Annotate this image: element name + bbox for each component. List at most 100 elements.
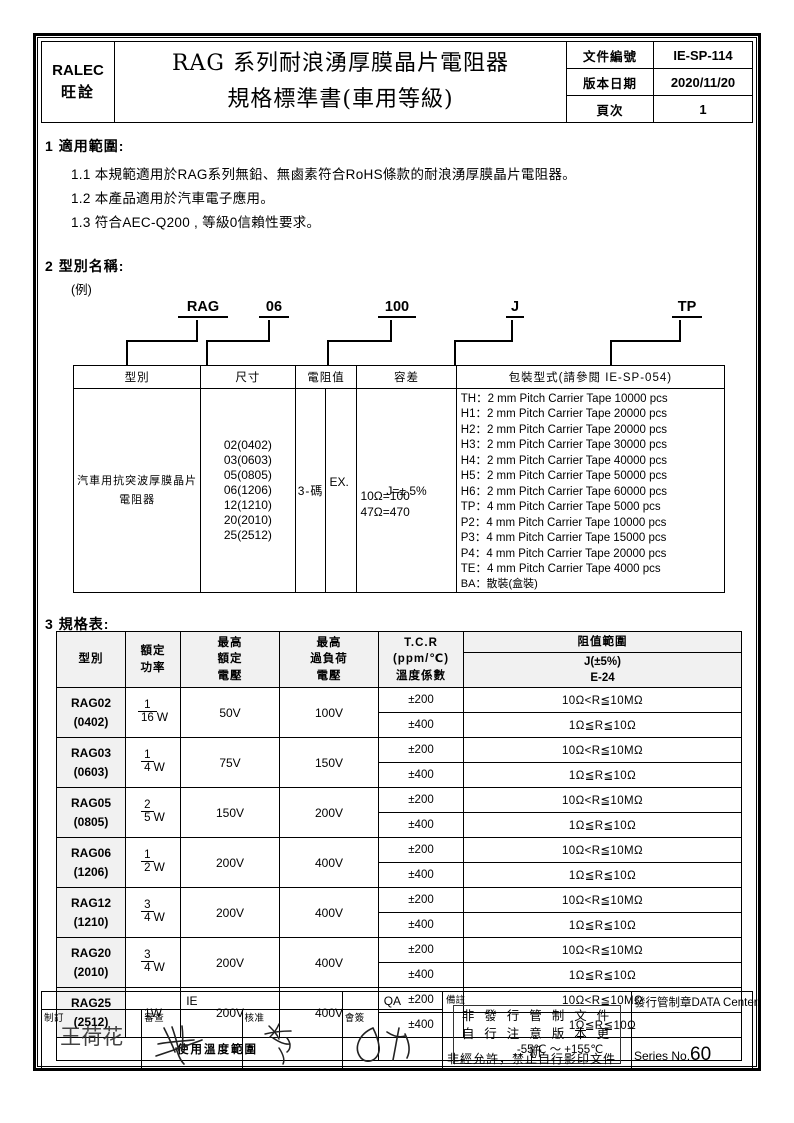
spec-header-overload-voltage: 最高 過負荷 電壓 bbox=[279, 631, 379, 688]
pn-size-option: 03(0603) bbox=[223, 453, 272, 468]
spec-row-resistance-range: 10Ω<R≦10MΩ bbox=[463, 737, 742, 763]
doc-revision-date-label: 版本日期 bbox=[566, 68, 654, 96]
spec-row-tcr: ±400 bbox=[378, 862, 464, 888]
document-title-line1: RAG 系列耐浪湧厚膜晶片電阻器 bbox=[171, 51, 510, 77]
spec-row-tcr: ±400 bbox=[378, 712, 464, 738]
signature-mark-drafter: 王荷花 bbox=[60, 1025, 124, 1049]
doc-number-label: 文件編號 bbox=[566, 41, 654, 69]
handwritten-signature-approver bbox=[263, 1023, 292, 1065]
spec-row-rated-voltage: 200V bbox=[180, 887, 280, 938]
pn-cell-type: 汽車用抗突波厚膜晶片電阻器 bbox=[72, 387, 202, 594]
spec-row-tcr: ±400 bbox=[378, 912, 464, 938]
copy-prohibition-note: 非經允許，禁止自行影印文件 bbox=[447, 1052, 617, 1066]
pn-example-label: EX. bbox=[329, 475, 349, 489]
pn-size-option: 06(1206) bbox=[223, 483, 272, 498]
pn-example-value: 10Ω=100 bbox=[360, 489, 410, 503]
doc-number-value: IE-SP-114 bbox=[653, 41, 753, 69]
section-3-title: 規格表: bbox=[58, 616, 110, 632]
spec-model-name: RAG20 bbox=[70, 945, 111, 960]
document-title-line2: 規格標準書(車用等級) bbox=[227, 87, 454, 112]
series-number: 60 bbox=[690, 1044, 712, 1065]
spec-row-resistance-range: 10Ω<R≦10MΩ bbox=[463, 787, 742, 813]
packaging-option: BA：散裝(盒裝) bbox=[460, 578, 538, 591]
doc-page-label: 頁次 bbox=[566, 95, 654, 123]
packaging-option: H2：2 mm Pitch Carrier Tape 20000 pcs bbox=[460, 423, 668, 436]
packaging-option: H5：2 mm Pitch Carrier Tape 50000 pcs bbox=[460, 470, 668, 483]
signature-cell-drafter[interactable]: 制訂 王荷花 bbox=[40, 1009, 143, 1069]
spec-model-size: (0603) bbox=[73, 764, 109, 779]
power-fraction: 1 16 bbox=[137, 699, 157, 724]
signature-label-drafter: 制訂 bbox=[44, 1013, 65, 1024]
spec-row-tcr: ±400 bbox=[378, 762, 464, 788]
spec-model-name: RAG06 bbox=[70, 845, 111, 860]
spec-row-rated-voltage: 200V bbox=[180, 937, 280, 988]
partcode-series: RAG bbox=[178, 299, 228, 318]
signature-cell-countersign[interactable]: 會簽 bbox=[341, 1009, 444, 1069]
section-2-title: 型別名稱: bbox=[58, 258, 125, 274]
pn-size-option: 20(2010) bbox=[223, 513, 272, 528]
spec-header-resistance-range: 阻值範圍 bbox=[463, 631, 742, 653]
handwritten-signature-countersign bbox=[356, 1027, 410, 1062]
spec-row-overload-voltage: 200V bbox=[279, 787, 379, 838]
spec-row-rated-voltage: 75V bbox=[180, 737, 280, 788]
spec-row-rated-voltage: 50V bbox=[180, 687, 280, 738]
document-header-table: RALEC 旺詮 RAG 系列耐浪湧厚膜晶片電阻器 規格標準書(車用等級) 文件… bbox=[41, 41, 753, 123]
series-label: Series No. bbox=[634, 1049, 691, 1063]
spec-row-power: 1 16 W bbox=[125, 687, 181, 738]
spec-model-size: (2010) bbox=[73, 964, 109, 979]
spec-model-size: (0805) bbox=[73, 814, 109, 829]
pn-example-values: 10Ω=100 47Ω=470 bbox=[360, 489, 409, 520]
part-number-table: 型別 尺寸 電阻值 容差 包裝型式(請參閱 IE-SP-054) 汽車用抗突波厚… bbox=[72, 365, 726, 594]
company-name-cn: 旺詮 bbox=[60, 84, 95, 101]
pn-size-option: 05(0805) bbox=[223, 468, 272, 483]
packaging-option: P2：4 mm Pitch Carrier Tape 10000 pcs bbox=[460, 516, 667, 529]
signature-cell-reviewer[interactable]: 審查 bbox=[141, 1009, 243, 1069]
spec-header-tcr-l1: T.C.R bbox=[404, 637, 438, 649]
handwritten-signature-reviewer bbox=[155, 1025, 204, 1065]
spec-row-resistance-range: 1Ω≦R≦10Ω bbox=[463, 812, 742, 838]
signature-cell-approver[interactable]: 核准 bbox=[241, 1009, 343, 1069]
spec-model-name: RAG02 bbox=[70, 695, 111, 710]
packaging-option: TE：4 mm Pitch Carrier Tape 4000 pcs bbox=[460, 562, 661, 575]
pn-header-packaging: 包裝型式(請參閱 IE-SP-054) bbox=[455, 365, 726, 389]
series-number-block: Series No.60 bbox=[634, 1044, 711, 1066]
section-2-heading: 2 型別名稱: bbox=[45, 256, 124, 276]
packaging-option: TP：4 mm Pitch Carrier Tape 5000 pcs bbox=[460, 501, 661, 514]
spec-model-size: (1210) bbox=[73, 914, 109, 929]
spec-row-tcr: ±400 bbox=[378, 962, 464, 988]
spec-row-resistance-range: 1Ω≦R≦10Ω bbox=[463, 862, 742, 888]
pn-header-resistance: 電阻值 bbox=[294, 365, 358, 389]
spec-row-model: RAG20 (2010) bbox=[56, 937, 126, 988]
packaging-option: H1：2 mm Pitch Carrier Tape 20000 pcs bbox=[460, 408, 668, 421]
spec-row-model: RAG02 (0402) bbox=[56, 687, 126, 738]
spec-row-resistance-range: 10Ω<R≦10MΩ bbox=[463, 687, 742, 713]
spec-row-resistance-range: 10Ω<R≦10MΩ bbox=[463, 887, 742, 913]
packaging-option: H4：2 mm Pitch Carrier Tape 40000 pcs bbox=[460, 454, 668, 467]
pn-cell-tolerance: J=± 5% bbox=[356, 387, 457, 594]
spec-row-overload-voltage: 100V bbox=[279, 687, 379, 738]
spec-header-power: 額定 功率 bbox=[125, 631, 181, 688]
section-3-heading: 3 規格表: bbox=[45, 614, 109, 634]
packaging-option: P4：4 mm Pitch Carrier Tape 20000 pcs bbox=[460, 547, 667, 560]
spec-row-resistance-range: 1Ω≦R≦10Ω bbox=[463, 912, 742, 938]
document-title-cell: RAG 系列耐浪湧厚膜晶片電阻器 規格標準書(車用等級) bbox=[114, 41, 567, 123]
spec-model-size: (1206) bbox=[73, 864, 109, 879]
packaging-option: H3：2 mm Pitch Carrier Tape 30000 pcs bbox=[460, 439, 668, 452]
spec-row-resistance-range: 1Ω≦R≦10Ω bbox=[463, 762, 742, 788]
footer-dept-qa: QA bbox=[341, 991, 444, 1010]
control-stamp: 非 發 行 管 制 文 件 自 行 注 意 版 本 更 新 bbox=[453, 1005, 621, 1065]
footer-note-label: 備註 bbox=[446, 995, 466, 1006]
spec-row-overload-voltage: 400V bbox=[279, 937, 379, 988]
pn-header-tolerance: 容差 bbox=[356, 365, 457, 389]
doc-page-value: 1 bbox=[653, 95, 753, 123]
pn-size-option: 12(1210) bbox=[223, 498, 272, 513]
pn-size-option: 02(0402) bbox=[223, 438, 272, 453]
partcode-tolerance: J bbox=[506, 299, 524, 318]
spec-header-tcr-l3: 溫度係數 bbox=[396, 669, 446, 682]
